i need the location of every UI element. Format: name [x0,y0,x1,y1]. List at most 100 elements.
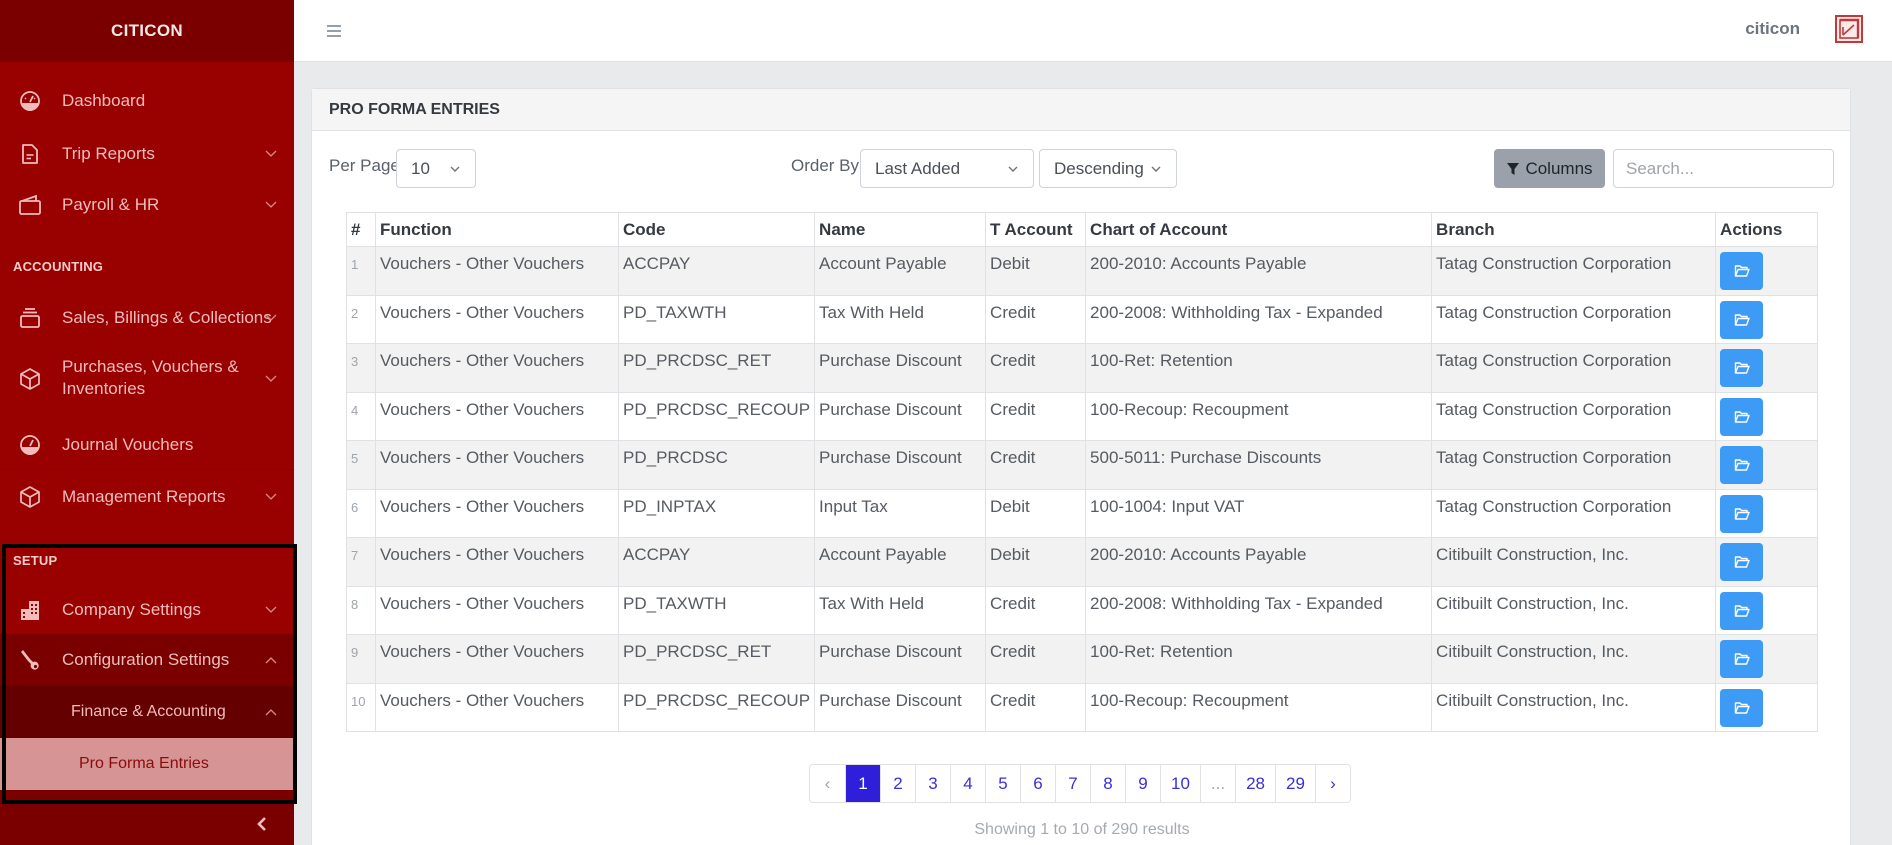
pagination-page-10[interactable]: 10 [1160,765,1200,802]
open-entry-button[interactable] [1720,494,1764,533]
pagination-next-button[interactable]: › [1314,765,1350,802]
box-icon [18,367,42,391]
table-row[interactable]: 8 Vouchers - Other Vouchers PD_TAXWTH Tax W… [346,585,1818,635]
per-page-select[interactable]: 10 [396,149,476,188]
filter-icon [1507,162,1520,175]
pagination-page-4[interactable]: 4 [950,765,985,802]
sidebar-item-management-reports[interactable]: Management Reports [0,484,294,510]
cell-t-account: Debit [985,488,1087,538]
section-label-setup: SETUP [13,553,58,568]
open-entry-button[interactable] [1720,397,1764,436]
table-row[interactable]: 4 Vouchers - Other Vouchers PD_PRCDSC_RECO… [346,391,1818,441]
cell-chart-of-account: 100-Ret: Retention [1085,343,1433,393]
sidebar-item-dashboard[interactable]: Dashboard [0,88,294,114]
sidebar-item-journal-vouchers[interactable]: Journal Vouchers [0,432,294,458]
search-input[interactable] [1613,149,1834,188]
cell-branch: Tatag Construction Corporation [1431,391,1717,441]
column-header-t-account[interactable]: T Account [985,212,1087,247]
cell-t-account: Credit [985,634,1087,684]
cell-t-account: Credit [985,343,1087,393]
column-header-branch[interactable]: Branch [1431,212,1717,247]
sidebar-item-label: Finance & Accounting [71,703,226,720]
cell-function: Vouchers - Other Vouchers [375,634,619,684]
pagination-page-7[interactable]: 7 [1055,765,1090,802]
pagination-page-9[interactable]: 9 [1125,765,1160,802]
table-row[interactable]: 9 Vouchers - Other Vouchers PD_PRCDSC_RET P… [346,634,1818,684]
chevron-down-icon [264,198,278,212]
table-row[interactable]: 10 Vouchers - Other Vouchers PD_PRCDSC_REC… [346,682,1818,732]
pagination-page-28[interactable]: 28 [1235,765,1276,802]
cell-t-account: Debit [985,246,1087,296]
columns-button[interactable]: Columns [1494,149,1605,188]
cell-actions [1715,343,1818,393]
cell-function: Vouchers - Other Vouchers [375,294,619,344]
open-entry-button[interactable] [1720,543,1764,581]
user-name[interactable]: citicon [1745,19,1800,38]
pagination-page-8[interactable]: 8 [1090,765,1125,802]
sidebar-item-finance-accounting[interactable]: Finance & Accounting [0,686,294,738]
brand-logo[interactable]: CITICON [0,0,294,62]
open-entry-button[interactable] [1720,349,1764,387]
pagination-page-1[interactable]: 1 [845,765,880,802]
table-row[interactable]: 5 Vouchers - Other Vouchers PD_PRCDSC Purch… [346,440,1818,490]
column-header-number[interactable]: # [346,212,376,247]
chevron-left-icon[interactable] [250,812,274,836]
sidebar-item-label: Payroll & HR [62,195,160,214]
pagination-page-3[interactable]: 3 [915,765,950,802]
dashboard-gauge-icon [18,433,42,457]
order-by-select[interactable]: Last Added [860,149,1034,188]
pagination-page-29[interactable]: 29 [1275,765,1315,802]
column-header-name[interactable]: Name [814,212,987,247]
open-entry-button[interactable] [1720,300,1764,339]
cell-chart-of-account: 200-2008: Withholding Tax - Expanded [1085,294,1433,344]
sidebar-item-purchases-vouchers[interactable]: Purchases, Vouchers & Inventories [0,356,294,402]
open-entry-button[interactable] [1720,446,1764,484]
pagination-page-5[interactable]: 5 [985,765,1020,802]
pagination-page-2[interactable]: 2 [880,765,915,802]
sidebar-item-configuration-settings[interactable]: Configuration Settings [0,634,294,686]
table-row[interactable]: 2 Vouchers - Other Vouchers PD_TAXWTH Tax W… [346,294,1818,344]
table-row[interactable]: 3 Vouchers - Other Vouchers PD_PRCDSC_RET P… [346,343,1818,393]
cell-function: Vouchers - Other Vouchers [375,488,619,538]
sidebar-item-company-settings[interactable]: Company Settings [0,597,294,623]
cell-function: Vouchers - Other Vouchers [375,246,619,296]
open-entry-button[interactable] [1720,591,1764,630]
table-row[interactable]: 6 Vouchers - Other Vouchers PD_INPTAX Input… [346,488,1818,538]
column-header-chart-of-account[interactable]: Chart of Account [1085,212,1433,247]
open-entry-button[interactable] [1720,252,1764,290]
sidebar-item-sales-billings[interactable]: Sales, Billings & Collections [0,305,294,331]
cell-code: PD_PRCDSC_RET [617,634,816,684]
sidebar-item-trip-reports[interactable]: Trip Reports [0,141,294,167]
sidebar-item-payroll-hr[interactable]: Payroll & HR [0,192,294,218]
section-label-accounting: ACCOUNTING [13,259,104,274]
cell-branch: Tatag Construction Corporation [1431,440,1717,490]
cell-name: Input Tax [814,488,987,538]
table-row[interactable]: 1 Vouchers - Other Vouchers ACCPAY Account … [346,246,1818,296]
chevron-up-icon [264,653,278,667]
open-entry-button[interactable] [1720,640,1764,678]
pagination: ‹ 1 2 3 4 5 6 7 8 9 10... 28 29 › [809,764,1351,803]
sidebar-divider [0,469,294,470]
pagination-page-6[interactable]: 6 [1020,765,1055,802]
open-entry-button[interactable] [1720,688,1764,727]
table-row[interactable]: 7 Vouchers - Other Vouchers ACCPAY Account … [346,537,1818,587]
column-header-code[interactable]: Code [617,212,816,247]
cell-name: Purchase Discount [814,440,987,490]
sidebar-item-pro-forma-entries[interactable]: Pro Forma Entries [0,738,294,790]
folder-open-icon [1734,265,1750,277]
cell-chart-of-account: 100-Recoup: Recoupment [1085,682,1433,732]
cell-code: ACCPAY [617,537,816,587]
pagination-ellipsis[interactable]: ... [1199,765,1236,802]
citicon-logo-icon[interactable] [1835,15,1863,43]
cell-row-number: 1 [346,246,376,296]
chevron-down-icon [264,603,278,617]
cell-branch: Tatag Construction Corporation [1431,246,1717,296]
pagination-prev-button[interactable]: ‹ [810,765,845,802]
cell-actions [1715,294,1818,344]
cell-row-number: 7 [346,537,376,587]
cell-function: Vouchers - Other Vouchers [375,682,619,732]
sort-direction-select[interactable]: Descending [1039,149,1177,188]
column-header-actions: Actions [1715,212,1818,247]
hamburger-icon[interactable] [322,19,346,43]
column-header-function[interactable]: Function [375,212,619,247]
